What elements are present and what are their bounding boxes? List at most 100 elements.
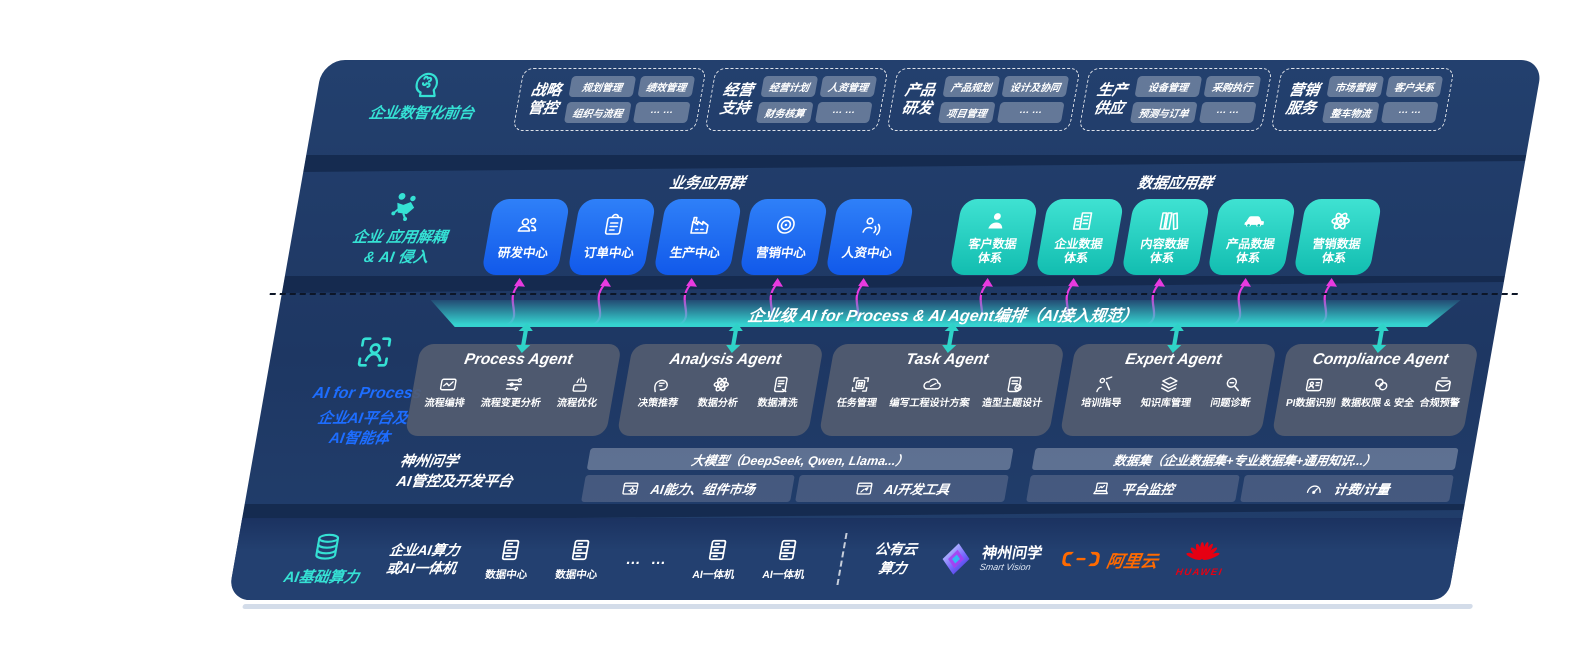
business-group-header: 业务应用群: [668, 175, 747, 192]
ellipsis: … …: [624, 550, 671, 568]
agent-item: 问题诊断: [1209, 374, 1255, 410]
dataset-group: 数据集（企业数据集+专业数据集+通用知识...） 平台监控 计费/计量: [1026, 448, 1459, 502]
orchestration-bar: 企业级 AI for Process & AI Agent编排（AI接入规范）: [426, 300, 1461, 327]
group-chips: 规划管理 绩效管理 组织与流程 … …: [563, 76, 696, 123]
data-box-wrap: 企业数据 体系: [1035, 199, 1125, 327]
window-gear-icon: [622, 482, 640, 495]
ai-access-dashed-line: [269, 293, 1518, 295]
dashed-divider: [836, 533, 848, 585]
ai-capability-cell: AI能力、组件市场: [581, 475, 795, 502]
chip: … …: [632, 102, 691, 123]
server-icon: [501, 539, 520, 560]
compliance-agent-card: Compliance Agent PI数据识别 数据权限 & 安全 合规预警: [1271, 344, 1479, 436]
app-box-wrap: 营销中心: [739, 199, 829, 327]
business-boxes: 研发中心 订单中心: [481, 199, 915, 327]
huawei-logo: HUAWEI: [1175, 540, 1229, 578]
agent-item: 流程编排: [423, 374, 469, 410]
public-cloud-label: 公有云 算力: [873, 541, 919, 576]
chip: 产品规划: [942, 76, 1001, 97]
expert-agent-card: Expert Agent 培训指导 知识库管理 问题诊断: [1059, 344, 1277, 436]
chip: … …: [1380, 102, 1439, 123]
data-box-customer: 客户数据 体系: [949, 199, 1039, 275]
chip: … …: [996, 102, 1065, 123]
app-box-production: 生产中心: [653, 199, 743, 275]
data-box-label: 内容数据 体系: [1139, 236, 1190, 265]
data-app-group: 数据应用群 客户数据 体系 企业数据 体系: [949, 172, 1387, 327]
chip: … …: [814, 102, 873, 123]
chip: 组织与流程: [563, 102, 632, 123]
group-title: 营销 服务: [1284, 82, 1321, 117]
data-box-wrap: 营销数据 体系: [1293, 199, 1383, 327]
agent-item: 流程优化: [556, 374, 602, 410]
process-agent-card: Process Agent 流程编排 流程变更分析 流程优化: [404, 344, 622, 436]
group-strategy: 战略 管控 规划管理 绩效管理 组织与流程 … …: [512, 68, 707, 131]
chip: 市场营销: [1326, 76, 1385, 97]
decouple-label: 企业 应用解耦 & AI 侵入: [311, 190, 493, 267]
chip: 经营计划: [760, 76, 819, 97]
orchestration-bar-label: 企业级 AI for Process & AI Agent编排（AI接入规范）: [746, 307, 1140, 325]
clipboard-icon: [604, 213, 623, 235]
app-box-wrap: 人资中心: [825, 199, 915, 327]
task-grid-icon: [851, 377, 869, 392]
flow-chart-icon: [439, 378, 457, 391]
group-title: 产品 研发: [900, 82, 937, 117]
dataset-cells: 平台监控 计费/计量: [1026, 475, 1454, 502]
chip: 预测与订单: [1129, 102, 1198, 123]
app-box-label: 生产中心: [668, 246, 722, 260]
decision-head-icon: [654, 379, 668, 393]
infra-label: AI基础算力: [282, 531, 367, 587]
alicloud-bracket-icon: [1062, 551, 1101, 567]
agent-item: PI数据识别: [1285, 374, 1341, 410]
agent-item: 编写工程设计方案: [888, 374, 974, 410]
panel-base-edge: [242, 604, 1474, 609]
data-boxes: 客户数据 体系 企业数据 体系: [949, 199, 1383, 327]
doc-check-icon: [1007, 376, 1022, 393]
updown-arrow: [942, 322, 959, 354]
knowledge-layers-icon: [1160, 376, 1178, 393]
building-icon: [1072, 211, 1093, 230]
app-box-wrap: 生产中心: [653, 199, 743, 327]
szwx-logo: 神州问学 Smart Vision: [936, 542, 1044, 576]
group-operation: 经营 支持 经营计划 人资管理 财务核算 … …: [704, 68, 889, 131]
alert-mail-icon: [1434, 377, 1451, 392]
platform-row: 神州问学 AI管控及开发平台 大模型（DeepSeek, Qwen, Llama.…: [393, 448, 1459, 504]
updown-arrow: [1167, 322, 1184, 354]
data-box-wrap: 客户数据 体系: [949, 199, 1039, 327]
agent-item: 培训指导: [1080, 374, 1126, 410]
front-office-label: 企业数智化前台: [336, 68, 514, 124]
group-chips: 经营计划 人资管理 财务核算 … …: [755, 76, 878, 123]
front-office-layer: 企业数智化前台 战略 管控 规划管理 绩效管理 组织与流程 … … 经营 支持 经营…: [305, 60, 1543, 163]
chip: 人资管理: [819, 76, 878, 97]
optimize-icon: [572, 377, 587, 392]
group-chips: 产品规划 设计及协同 项目管理 … …: [937, 76, 1070, 123]
platform-monitor-cell: 平台监控: [1026, 475, 1240, 502]
app-box-marketing: 营销中心: [739, 199, 829, 275]
data-box-label: 营销数据 体系: [1311, 236, 1362, 265]
szwx-logo-text: 神州问学 Smart Vision: [978, 545, 1044, 573]
decouple-title: 企业 应用解耦 & AI 侵入: [351, 229, 449, 266]
szwx-diamond-icon: [942, 543, 970, 575]
laptop-chart-icon: [1093, 482, 1109, 494]
app-box-rd: 研发中心: [481, 199, 571, 275]
dataset-header: 数据集（企业数据集+专业数据集+通用知识...）: [1031, 448, 1459, 470]
data-box-content: 内容数据 体系: [1121, 199, 1211, 275]
brain-head-icon: [415, 72, 439, 98]
agent-item: 任务管理: [836, 374, 882, 410]
car-icon: [1244, 215, 1264, 227]
person-focus-icon: [357, 337, 392, 367]
agent-item: 造型主题设计: [981, 374, 1047, 410]
factory-icon: [690, 216, 709, 234]
app-box-wrap: 订单中心: [567, 199, 657, 327]
chip: … …: [1198, 102, 1257, 123]
datacenter-node: 数据中心: [554, 537, 604, 582]
group-title: 战略 管控: [526, 82, 563, 117]
server-icon: [779, 539, 797, 560]
data-box-wrap: 产品数据 体系: [1207, 199, 1297, 327]
updown-arrow: [1372, 322, 1389, 354]
agent-items: PI数据识别 数据权限 & 安全 合规预警: [1280, 374, 1465, 430]
atom-icon: [713, 377, 729, 392]
business-app-group: 业务应用群 研发中心 订单中心: [481, 172, 919, 327]
platform-label: 神州问学 AI管控及开发平台: [395, 454, 514, 491]
updown-arrow: [726, 322, 743, 354]
